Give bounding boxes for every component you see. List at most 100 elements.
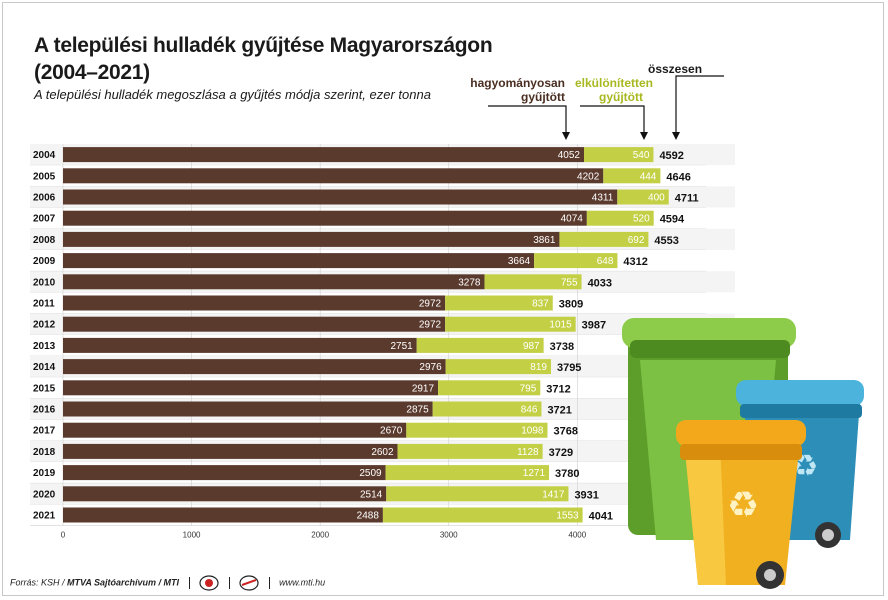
data-label-traditional: 2972 xyxy=(419,299,442,310)
mti-logo-icon xyxy=(239,575,259,591)
data-label-selective: 444 xyxy=(640,171,657,182)
bar-traditional xyxy=(63,486,387,502)
bar-traditional xyxy=(63,295,446,311)
svg-text:♻: ♻ xyxy=(727,485,759,526)
y-tick-label: 2020 xyxy=(33,489,56,500)
x-tick-label: 2000 xyxy=(311,531,329,540)
data-label-total: 4553 xyxy=(654,235,678,247)
data-label-traditional: 2972 xyxy=(419,320,442,331)
bar-selective xyxy=(584,147,654,163)
y-tick-label: 2008 xyxy=(33,235,56,246)
data-label-total: 3987 xyxy=(582,320,606,332)
y-tick-label: 2009 xyxy=(33,256,56,267)
guide-arrow xyxy=(562,132,570,140)
legend-traditional-line-1: hagyományosan xyxy=(470,76,565,90)
bar-selective xyxy=(617,189,669,205)
data-label-traditional: 4202 xyxy=(577,171,600,182)
bar-traditional xyxy=(63,380,439,396)
data-label-total: 3738 xyxy=(550,341,574,353)
data-label-traditional: 3278 xyxy=(458,277,481,288)
bar-traditional xyxy=(63,316,446,332)
bar-selective xyxy=(416,337,544,353)
bar-selective xyxy=(406,422,548,438)
title-line-2: (2004–2021) xyxy=(34,61,150,84)
data-label-total: 3931 xyxy=(574,489,598,501)
footer: Forrás: KSH / MTVA Sajtóarchívum / MTI w… xyxy=(10,575,325,591)
bar-selective xyxy=(386,486,569,502)
y-tick-label: 2010 xyxy=(33,277,56,288)
data-label-selective: 1128 xyxy=(517,447,539,458)
bar-traditional xyxy=(63,253,535,269)
y-tick-label: 2016 xyxy=(33,405,56,416)
bar-traditional xyxy=(63,147,585,163)
chart-subtitle: A települési hulladék megoszlása a gyűjt… xyxy=(34,87,431,102)
data-label-traditional: 2514 xyxy=(360,489,383,500)
data-label-selective: 1015 xyxy=(549,320,572,331)
footer-agency: MTVA Sajtóarchívum / MTI xyxy=(67,577,180,588)
bar-traditional xyxy=(63,274,485,290)
data-label-total: 3721 xyxy=(547,405,571,417)
bars xyxy=(63,147,669,523)
data-label-selective: 837 xyxy=(532,299,549,310)
data-label-selective: 400 xyxy=(648,193,665,204)
title-line-1: A települési hulladék gyűjtése Magyarors… xyxy=(34,34,493,57)
legend-selective-line-1: elkülönítetten xyxy=(575,76,654,90)
bar-selective xyxy=(559,231,649,247)
legend-traditional-line-2: gyűjtött xyxy=(521,90,565,104)
y-tick-label: 2012 xyxy=(33,320,56,331)
data-label-total: 4312 xyxy=(623,256,647,268)
data-label-traditional: 2488 xyxy=(357,511,380,522)
data-label-traditional: 3861 xyxy=(533,235,556,246)
y-tick-label: 2014 xyxy=(33,362,56,373)
bar-traditional xyxy=(63,443,398,459)
guide-arrow xyxy=(640,132,648,140)
data-label-selective: 846 xyxy=(521,405,538,416)
bar-traditional xyxy=(63,401,433,417)
data-label-total: 3795 xyxy=(557,362,581,374)
data-label-total: 4646 xyxy=(666,171,690,183)
bar-selective xyxy=(603,168,661,184)
guide-line xyxy=(488,105,567,132)
data-label-traditional: 2751 xyxy=(390,341,413,352)
data-label-total: 4594 xyxy=(660,214,685,226)
data-label-selective: 520 xyxy=(633,214,650,225)
bar-traditional xyxy=(63,507,383,523)
bar-labels: 2004 4052 540 4592 2005 4202 444 4646 2006 4311 40… xyxy=(33,150,699,522)
legend-guide-lines xyxy=(488,75,724,140)
y-tick-label: 2021 xyxy=(33,511,56,522)
recycle-bins-illustration: ♻ ♻ xyxy=(622,318,864,589)
legend-selective: elkülönítetten gyűjtött xyxy=(575,76,654,104)
y-tick-label: 2019 xyxy=(33,468,56,479)
data-label-traditional: 2602 xyxy=(371,447,394,458)
x-tick-label: 0 xyxy=(61,531,66,540)
x-tick-label: 4000 xyxy=(568,531,586,540)
data-label-selective: 1271 xyxy=(523,468,546,479)
y-tick-label: 2011 xyxy=(33,299,55,310)
bar-traditional xyxy=(63,359,446,375)
x-tick-label: 3000 xyxy=(440,531,458,540)
bar-traditional xyxy=(63,189,618,205)
legend-total: összesen xyxy=(648,62,703,76)
y-tick-label: 2013 xyxy=(33,341,56,352)
data-label-selective: 1553 xyxy=(556,511,579,522)
data-label-total: 3780 xyxy=(555,468,579,480)
bar-selective xyxy=(445,316,576,332)
bar-selective xyxy=(445,295,553,311)
x-tick-labels: 0 1000 2000 3000 4000 xyxy=(61,531,587,540)
bar-selective xyxy=(397,443,543,459)
data-label-total: 3768 xyxy=(553,426,577,438)
data-label-traditional: 2976 xyxy=(419,362,442,373)
orange-bin-icon: ♻ xyxy=(676,420,806,589)
bar-traditional xyxy=(63,337,417,353)
data-label-selective: 795 xyxy=(520,383,537,394)
bar-traditional xyxy=(63,465,386,481)
guide-line xyxy=(675,75,724,132)
data-label-selective: 987 xyxy=(523,341,540,352)
bar-selective xyxy=(382,507,583,523)
y-tick-label: 2017 xyxy=(33,426,56,437)
footer-separator xyxy=(188,577,190,589)
data-label-selective: 540 xyxy=(633,150,650,161)
data-label-traditional: 2917 xyxy=(412,383,435,394)
